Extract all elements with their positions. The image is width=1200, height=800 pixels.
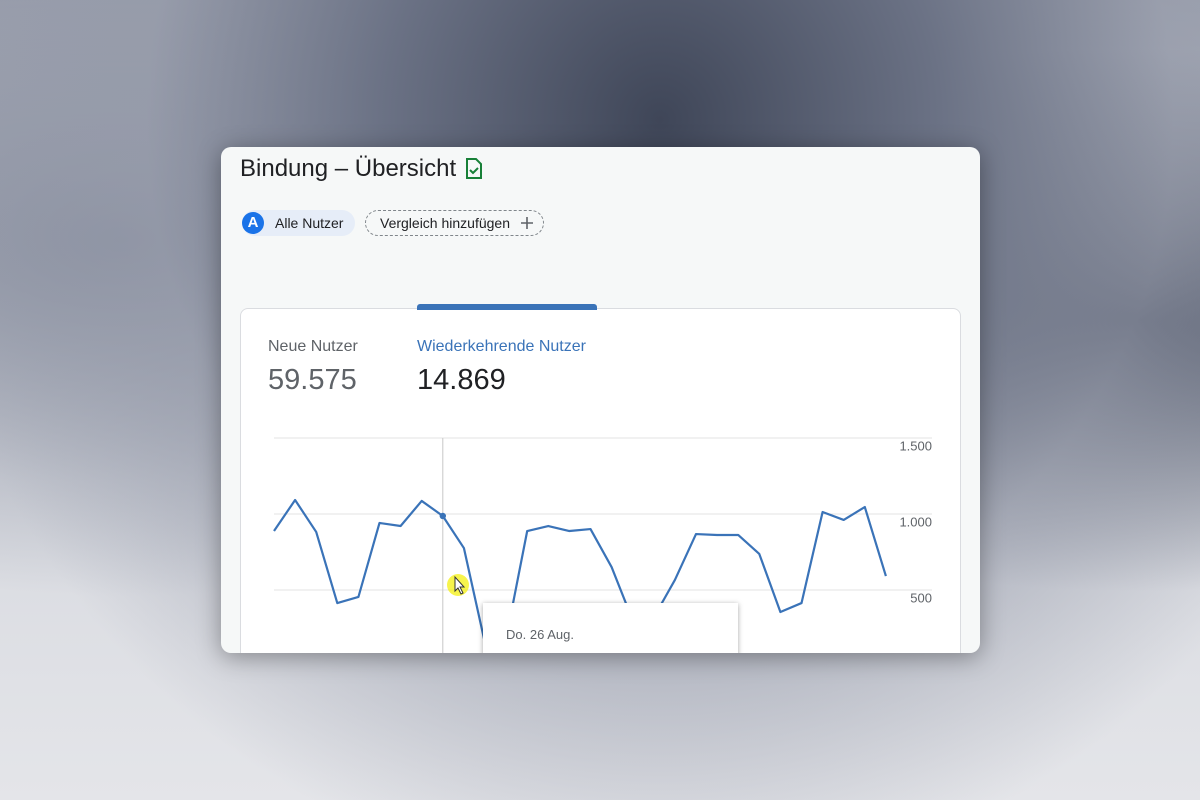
title-text: Bindung – Übersicht <box>240 155 457 182</box>
plus-icon <box>521 217 533 229</box>
metric-value: 14.869 <box>417 364 506 396</box>
active-tab <box>417 304 597 310</box>
y-tick-label: 1.500 <box>899 438 932 453</box>
report-card: Bindung – Übersicht A Alle Nutzer Vergle… <box>221 147 980 653</box>
metric-value: 59.575 <box>268 364 357 396</box>
hover-dot <box>439 512 446 520</box>
compare-button[interactable]: Vergleich hinzufügen <box>365 210 544 236</box>
tooltip: Do. 26 Aug. <box>483 603 738 653</box>
compare-label: Vergleich hinzufügen <box>380 215 510 231</box>
title: Bindung – Übersicht <box>240 155 484 183</box>
saved-icon <box>466 158 483 179</box>
y-tick-label: 1.000 <box>899 514 932 529</box>
chart-card <box>240 308 961 653</box>
metric-label[interactable]: Neue Nutzer <box>268 338 358 355</box>
segment-label: Alle Nutzer <box>275 215 344 231</box>
tooltip-date: Do. 26 Aug. <box>506 627 574 642</box>
y-tick-label: 500 <box>910 590 932 605</box>
segment-badge: A <box>242 212 264 234</box>
data-line <box>273 498 887 645</box>
segment-chip[interactable]: A Alle Nutzer <box>242 210 355 236</box>
cursor <box>447 574 469 596</box>
metric-label[interactable]: Wiederkehrende Nutzer <box>417 338 586 355</box>
